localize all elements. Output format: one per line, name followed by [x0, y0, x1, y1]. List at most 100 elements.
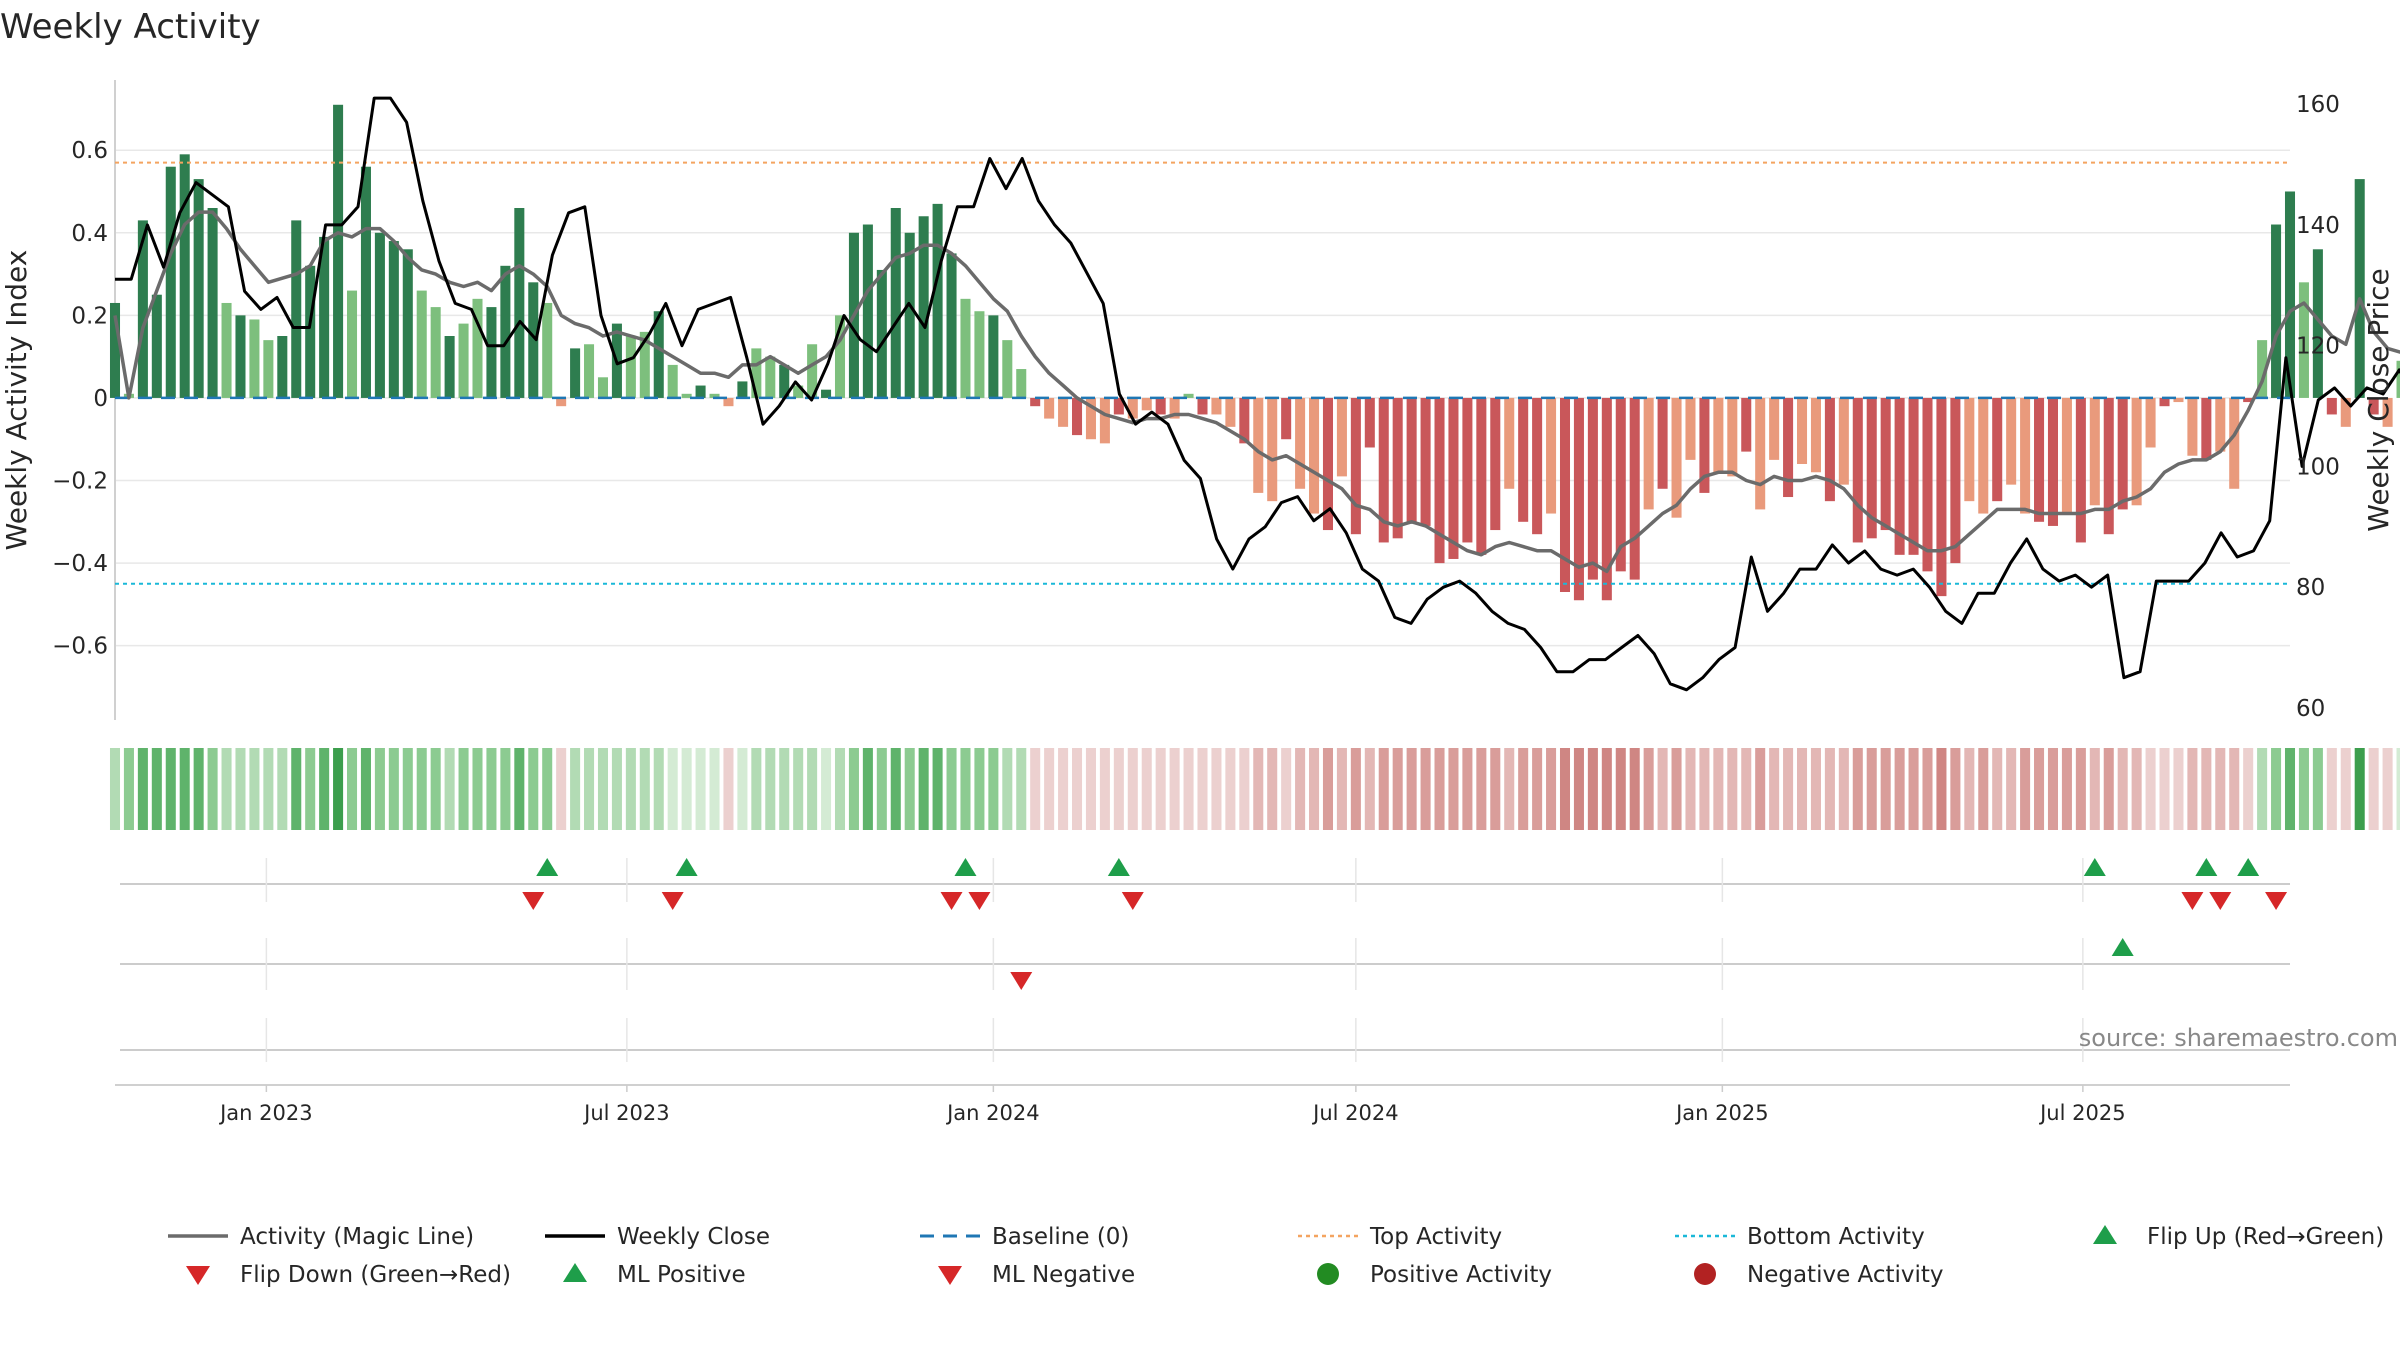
legend-item: Positive Activity [1317, 1262, 1552, 1288]
legend-label: Baseline (0) [992, 1224, 1129, 1250]
flip-down-marker [2265, 892, 2288, 910]
legend-circle-icon [1317, 1263, 1339, 1285]
activity-bar [2284, 191, 2296, 398]
activity-bar [1406, 397, 1417, 522]
activity-bar [2187, 397, 2198, 456]
activity-bar [556, 397, 567, 407]
activity-strip-cell [918, 748, 929, 830]
activity-strip-cell [653, 748, 664, 830]
activity-bar [2396, 360, 2400, 398]
activity-bar [1281, 397, 1292, 440]
activity-bar [1783, 397, 1794, 498]
activity-bar [862, 224, 873, 398]
activity-strip-cell [2396, 748, 2400, 830]
activity-strip-cell [1322, 748, 1333, 830]
activity-bar [291, 220, 302, 398]
flip-up-marker [675, 858, 698, 876]
activity-bar [653, 311, 664, 398]
activity-strip-cell [639, 748, 650, 830]
activity-strip-cell [1295, 748, 1306, 830]
legend-item: Bottom Activity [1675, 1224, 1925, 1250]
activity-bar [2215, 397, 2226, 452]
activity-strip-cell [556, 748, 567, 830]
activity-bar [1336, 397, 1347, 477]
activity-bar [109, 302, 121, 398]
activity-strip-cell [1992, 748, 2003, 830]
activity-strip-cell [1936, 748, 1947, 830]
y2-tick-label: 60 [2296, 696, 2325, 722]
activity-strip-cell [2201, 748, 2212, 830]
activity-bar [2089, 397, 2100, 506]
activity-bar [570, 348, 581, 398]
y-axis-title: Weekly Activity Index [0, 250, 33, 551]
activity-strip-cell [1741, 748, 1752, 830]
activity-bar [807, 344, 818, 398]
activity-strip-cell [765, 748, 776, 830]
flip-down-marker [968, 892, 991, 910]
activity-strip-cell [2075, 748, 2086, 830]
activity-strip-cell [570, 748, 581, 830]
activity-bar [625, 336, 636, 398]
activity-strip-cell [1434, 748, 1445, 830]
activity-bar [402, 249, 413, 398]
activity-bar [472, 298, 483, 398]
activity-strip-cell [1657, 748, 1668, 830]
activity-strip-cell [1769, 748, 1780, 830]
activity-strip-cell [1643, 748, 1654, 830]
activity-bar [2075, 397, 2086, 543]
activity-bar [2271, 224, 2282, 398]
activity-bar [1476, 397, 1487, 555]
y2-tick-label: 140 [2296, 213, 2340, 239]
activity-strip-cell [360, 748, 371, 830]
activity-strip-cell [2215, 748, 2226, 830]
legend: Activity (Magic Line) Weekly Close Baselin… [168, 1224, 2384, 1288]
activity-strip-cell [2089, 748, 2100, 830]
activity-strip-cell [848, 748, 859, 830]
y-tick-label: 0.6 [71, 138, 108, 164]
activity-bar [1169, 397, 1180, 419]
activity-strip-cell [1099, 748, 1110, 830]
activity-bar [751, 348, 762, 398]
activity-bar [1532, 397, 1543, 535]
activity-bar [1392, 397, 1403, 539]
activity-bar [1197, 397, 1208, 415]
activity-strip-cell [221, 748, 232, 830]
activity-bar [1838, 397, 1849, 485]
legend-label: Flip Up (Red→Green) [2147, 1224, 2384, 1250]
activity-strip-cell [388, 748, 399, 830]
y2-tick-label: 120 [2296, 334, 2340, 360]
x-tick-label: Jul 2024 [1311, 1101, 1398, 1125]
activity-bar [1127, 397, 1138, 419]
activity-bar [1964, 397, 1975, 502]
legend-item: Flip Up (Red→Green) [2093, 1224, 2384, 1250]
activity-strip-cell [2284, 748, 2296, 830]
activity-strip-cell [2047, 748, 2058, 830]
activity-strip-cell [834, 748, 846, 830]
activity-strip-cell [347, 748, 358, 830]
activity-bar [207, 208, 218, 398]
activity-strip-cell [1908, 748, 1919, 830]
activity-strip-cell [1406, 748, 1417, 830]
activity-bar [1225, 397, 1236, 427]
flip-up-marker [1107, 858, 1130, 876]
activity-strip-cell [1002, 748, 1013, 830]
activity-bar [834, 315, 846, 398]
activity-bars [109, 104, 2400, 601]
activity-strip-cell [1169, 748, 1180, 830]
activity-strip-cell [625, 748, 636, 830]
activity-strip-cell [2326, 748, 2337, 830]
activity-strip-cell [1964, 748, 1975, 830]
activity-strip-cell [2382, 748, 2393, 830]
activity-bar [2201, 397, 2212, 460]
activity-bar [681, 393, 692, 398]
activity-strip-cell [695, 748, 706, 830]
legend-item: Activity (Magic Line) [168, 1224, 474, 1250]
activity-strip-cell [1253, 748, 1264, 830]
activity-strip-cell [1155, 748, 1166, 830]
activity-bar [1810, 397, 1821, 473]
activity-bar [695, 385, 706, 398]
activity-bar [1030, 397, 1041, 407]
activity-strip-cell [1629, 748, 1640, 830]
activity-strip-cell [890, 748, 901, 830]
activity-bar [1880, 397, 1891, 531]
